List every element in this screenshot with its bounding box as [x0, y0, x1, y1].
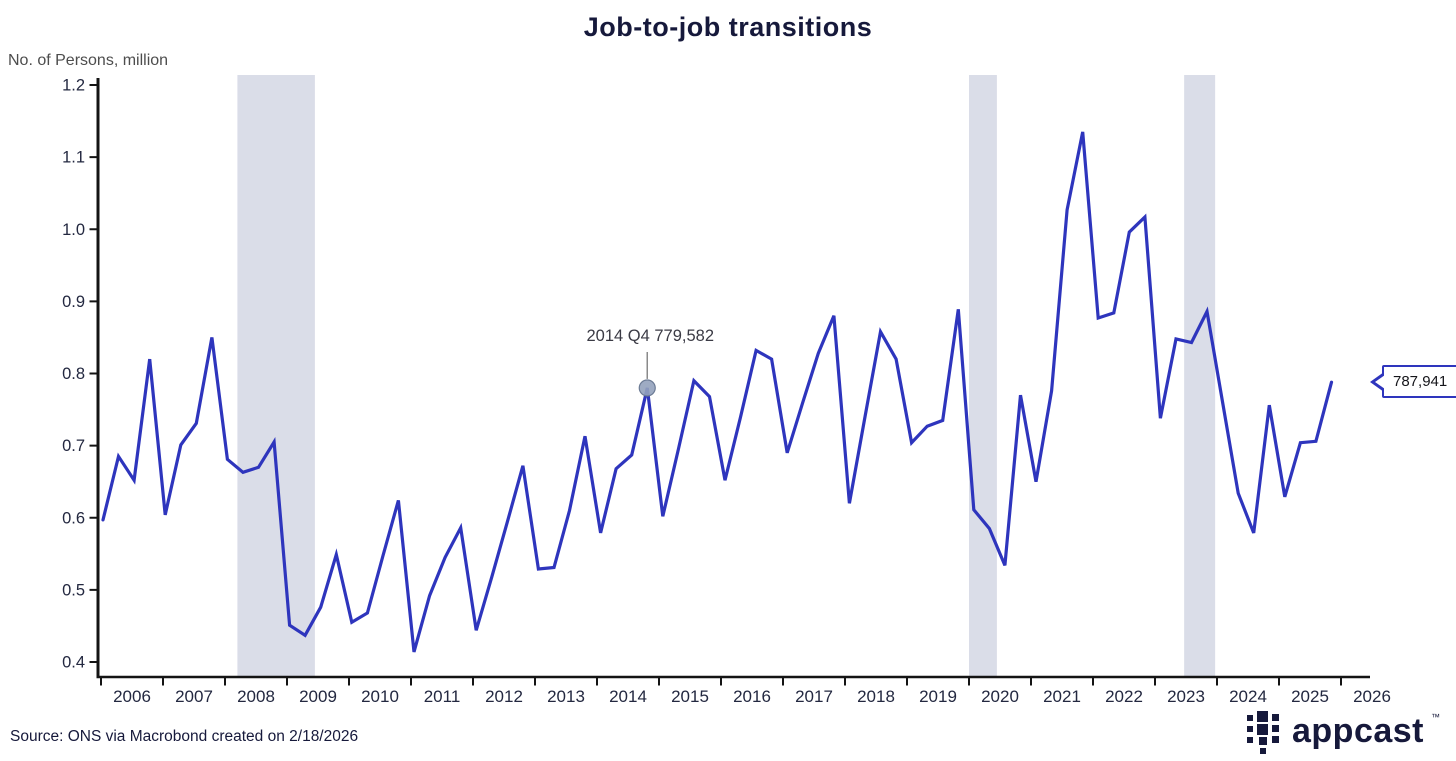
- recession-band: [237, 75, 315, 677]
- logo-square: [1272, 725, 1279, 732]
- x-tick-label: 2008: [237, 687, 275, 706]
- x-tick-label: 2006: [113, 687, 151, 706]
- callout-value: 787,941: [1393, 373, 1448, 391]
- x-tick-label: 2017: [795, 687, 833, 706]
- recession-band: [1184, 75, 1216, 677]
- y-tick-label: 1.2: [62, 77, 85, 95]
- source-note: Source: ONS via Macrobond created on 2/1…: [10, 728, 359, 745]
- x-tick-label: 2015: [671, 687, 709, 706]
- x-tick-label: 2019: [919, 687, 957, 706]
- logo-square: [1272, 714, 1279, 721]
- x-tick-label: 2014: [609, 687, 647, 706]
- x-tick-label: 2013: [547, 687, 585, 706]
- x-tick-label: 2026: [1353, 687, 1391, 706]
- logo-square: [1257, 724, 1268, 735]
- trademark-symbol: ™: [1431, 712, 1440, 722]
- x-tick-label: 2018: [857, 687, 895, 706]
- x-tick-label: 2007: [175, 687, 213, 706]
- y-tick-label: 1.1: [62, 149, 85, 167]
- logo-wordmark: appcast: [1292, 712, 1424, 750]
- logo-square: [1257, 711, 1268, 722]
- y-tick-label: 0.8: [62, 365, 85, 383]
- page-title: Job-to-job transitions: [583, 12, 873, 42]
- appcast-logo: appcast ™: [1243, 708, 1440, 754]
- y-tick-label: 0.5: [62, 581, 85, 599]
- latest-value-callout: 787,941: [1382, 365, 1456, 399]
- x-tick-label: 2022: [1105, 687, 1143, 706]
- y-tick-label: 0.4: [62, 654, 85, 672]
- y-tick-label: 0.6: [62, 509, 85, 527]
- x-tick-label: 2016: [733, 687, 771, 706]
- appcast-logo-mark-icon: [1247, 711, 1279, 754]
- x-tick-label: 2024: [1229, 687, 1267, 706]
- logo-square: [1259, 737, 1267, 745]
- logo-square: [1247, 715, 1253, 721]
- logo-square: [1260, 748, 1266, 754]
- x-tick-label: 2009: [299, 687, 337, 706]
- logo-square: [1247, 737, 1253, 743]
- annotation-marker: [638, 379, 656, 397]
- x-tick-label: 2012: [485, 687, 523, 706]
- x-tick-label: 2023: [1167, 687, 1205, 706]
- x-tick-label: 2025: [1291, 687, 1329, 706]
- y-tick-label: 0.9: [62, 293, 85, 311]
- y-tick-label: 0.7: [62, 437, 85, 455]
- x-tick-label: 2021: [1043, 687, 1081, 706]
- recession-band: [969, 75, 997, 677]
- x-tick-label: 2011: [424, 687, 461, 706]
- y-tick-label: 1.0: [62, 221, 85, 239]
- x-tick-label: 2020: [981, 687, 1019, 706]
- x-tick-label: 2010: [361, 687, 399, 706]
- logo-square: [1247, 726, 1253, 732]
- logo-square: [1272, 736, 1279, 743]
- annotation-label: 2014 Q4 779,582: [586, 327, 715, 345]
- data-line: [101, 131, 1334, 653]
- y-axis-title: No. of Persons, million: [8, 52, 169, 69]
